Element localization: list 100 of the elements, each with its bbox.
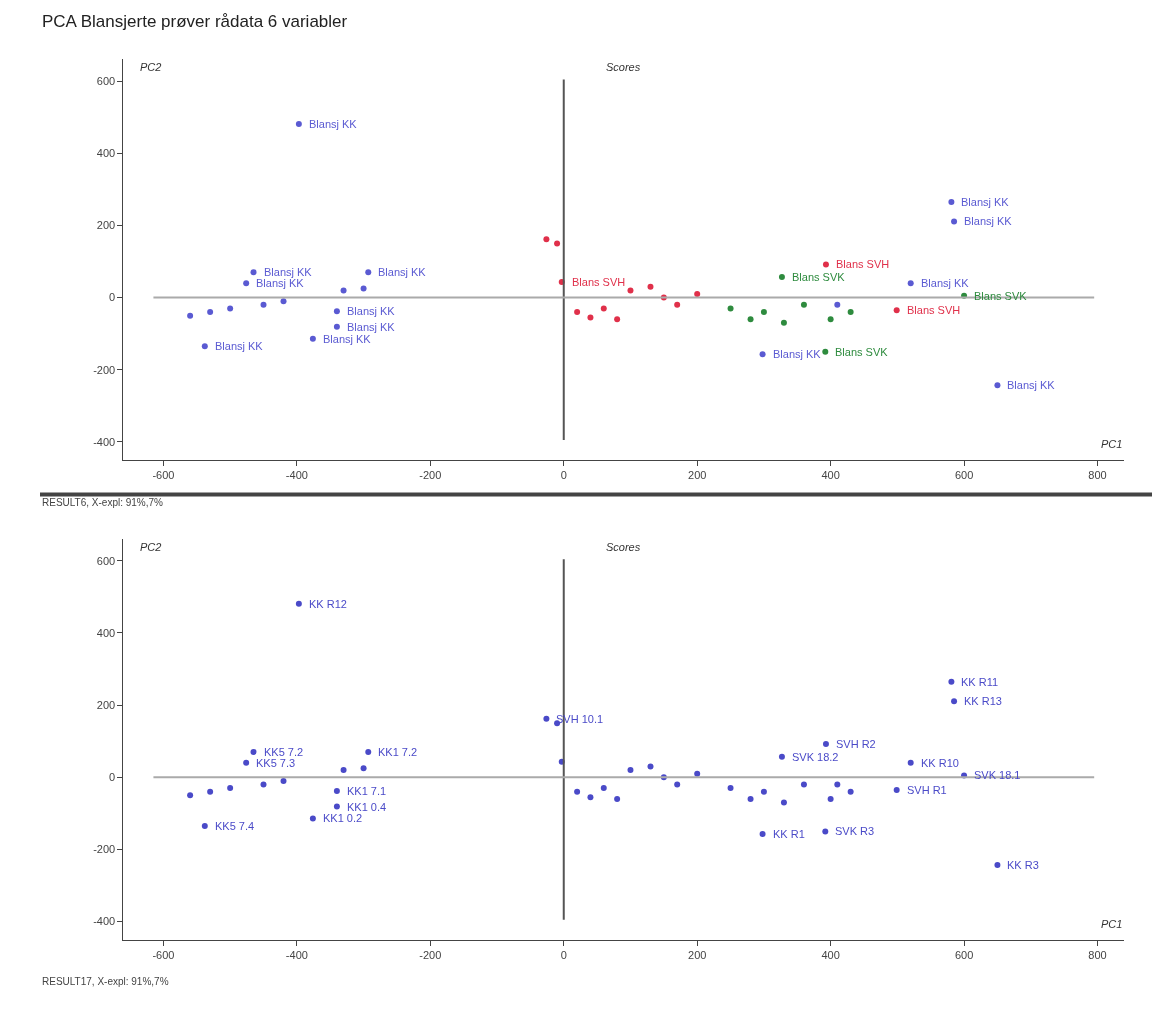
point — [893, 307, 900, 314]
point — [227, 785, 234, 792]
x-axis-title: PC1 — [1101, 918, 1123, 930]
x-tick-label: 0 — [560, 469, 567, 482]
point — [250, 269, 257, 276]
annotation: Blansj KK — [773, 348, 822, 360]
point — [587, 794, 594, 801]
point — [778, 274, 785, 281]
x-tick-label: 800 — [1088, 469, 1107, 482]
x-tick-label: 600 — [954, 469, 974, 482]
point — [747, 316, 754, 323]
annotation: KK R12 — [309, 598, 347, 610]
point — [727, 305, 734, 312]
point — [333, 803, 340, 810]
point — [360, 765, 367, 772]
y-tick-label: -400 — [93, 915, 116, 928]
point — [187, 312, 194, 319]
annotation: KK5 7.2 — [264, 746, 304, 758]
annotation: KK R1 — [773, 828, 805, 840]
point — [340, 767, 347, 774]
point — [627, 767, 634, 774]
annotation: KK1 7.2 — [378, 746, 418, 758]
point — [333, 787, 340, 794]
point — [333, 308, 340, 315]
point — [822, 741, 829, 748]
annotation: Blansj KK — [323, 333, 372, 345]
annotation: KK1 0.2 — [323, 812, 363, 824]
point — [201, 343, 208, 350]
point — [907, 759, 914, 766]
point — [780, 319, 787, 326]
point — [822, 261, 829, 268]
x-axis-title: PC1 — [1101, 438, 1123, 450]
point — [574, 788, 581, 795]
point — [543, 715, 550, 722]
y-axis-title: PC2 — [140, 541, 162, 553]
annotation: Blansj KK — [921, 277, 970, 289]
x-tick-label: 200 — [688, 469, 707, 482]
annotation: SVH R1 — [907, 784, 947, 796]
annotation: KK R10 — [921, 757, 959, 769]
point — [847, 788, 854, 795]
point — [907, 280, 914, 287]
point — [207, 309, 214, 316]
annotation: Blans SVK — [792, 271, 846, 283]
point — [800, 301, 807, 308]
y-tick-label: -400 — [93, 435, 116, 448]
point — [778, 753, 785, 760]
point — [647, 283, 654, 290]
point — [260, 781, 267, 788]
point — [614, 795, 621, 802]
point — [627, 287, 634, 294]
annotation: SVK 18.2 — [792, 751, 839, 763]
x-tick-label: 200 — [688, 948, 707, 961]
point — [295, 121, 302, 128]
point — [827, 795, 834, 802]
point — [747, 795, 754, 802]
annotation: Blansj KK — [964, 215, 1013, 227]
y-tick-label: 0 — [109, 291, 116, 304]
point — [822, 828, 829, 835]
annotation: KK R3 — [1007, 859, 1039, 871]
y-tick-label: 400 — [96, 626, 116, 639]
x-tick-label: 600 — [954, 948, 974, 961]
x-tick-label: -600 — [152, 469, 175, 482]
x-tick-label: -400 — [285, 948, 308, 961]
point — [994, 861, 1001, 868]
point — [587, 314, 594, 321]
point — [951, 218, 958, 225]
annotation: Blansj KK — [1007, 379, 1056, 391]
point — [694, 770, 701, 777]
point — [760, 788, 767, 795]
point — [554, 240, 561, 247]
chart-subtitle: Scores — [606, 541, 641, 553]
point — [827, 316, 834, 323]
y-tick-label: 200 — [96, 698, 116, 711]
point — [994, 382, 1001, 389]
point — [951, 698, 958, 705]
point — [614, 316, 621, 323]
point — [760, 309, 767, 316]
y-tick-label: 0 — [109, 771, 116, 784]
point — [822, 348, 829, 355]
y-tick-label: 200 — [96, 219, 116, 232]
point — [674, 301, 681, 308]
annotation: Blansj KK — [215, 340, 264, 352]
point — [600, 785, 607, 792]
annotation: Blansj KK — [309, 118, 358, 130]
point — [543, 236, 550, 243]
chart-subtitle: Scores — [606, 61, 641, 73]
point — [227, 305, 234, 312]
point — [250, 749, 257, 756]
x-tick-label: -400 — [285, 469, 308, 482]
y-axis-title: PC2 — [140, 61, 162, 73]
text: RESULT6, X-expl: 91%,7% — [42, 497, 164, 508]
point — [243, 280, 250, 287]
point — [600, 305, 607, 312]
y-tick-label: -200 — [93, 843, 116, 856]
annotation: Blansj KK — [378, 266, 427, 278]
annotation: Blansj KK — [347, 305, 396, 317]
y-tick-label: 400 — [96, 147, 116, 160]
point — [243, 759, 250, 766]
point — [674, 781, 681, 788]
point — [365, 749, 372, 756]
